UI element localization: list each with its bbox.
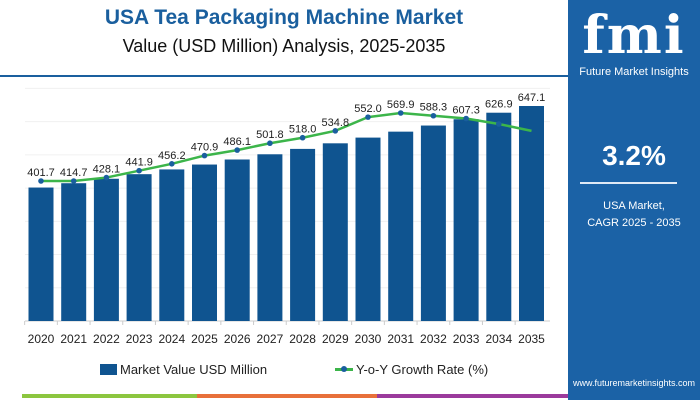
x-tick-label: 2021 bbox=[60, 332, 87, 346]
bar-2028 bbox=[290, 148, 316, 321]
bar-2026 bbox=[224, 159, 250, 321]
cagr-value: 3.2% bbox=[602, 140, 666, 171]
footer-stripe-orange bbox=[197, 394, 377, 398]
growth-marker-2026 bbox=[234, 147, 240, 153]
bar-2021 bbox=[61, 183, 87, 321]
cagr-caption: USA Market, CAGR 2025 - 2035 bbox=[568, 198, 700, 232]
data-label-2035: 647.1 bbox=[518, 92, 546, 104]
data-label-2021: 414.7 bbox=[60, 167, 88, 179]
growth-marker-2033 bbox=[463, 115, 469, 122]
sidebar-panel: fmi Future Market Insights 3.2% USA Mark… bbox=[568, 0, 700, 400]
chart-plot: 2020 2021 2022 2023 2024 2025 2026 2027 2028 2029… bbox=[24, 87, 550, 346]
website-link[interactable]: www.futuremarketinsights.com bbox=[572, 378, 696, 388]
x-tick-label: 2026 bbox=[224, 332, 251, 346]
market-label: USA Market, bbox=[603, 200, 665, 212]
growth-marker-2029 bbox=[332, 128, 339, 134]
legend-bar-swatch bbox=[100, 364, 117, 375]
bar-2035 bbox=[519, 106, 544, 321]
bar-2020 bbox=[28, 187, 54, 321]
data-label-2026: 486.1 bbox=[223, 136, 251, 148]
growth-marker-2034 bbox=[496, 121, 502, 127]
growth-marker-2023 bbox=[136, 167, 142, 174]
x-tick-label: 2022 bbox=[93, 332, 120, 346]
data-label-2034: 626.9 bbox=[485, 99, 513, 111]
footer-stripe-green bbox=[22, 394, 197, 398]
bar-2027 bbox=[257, 154, 283, 321]
x-tick-label: 2035 bbox=[518, 332, 545, 346]
brand-name: Future Market Insights bbox=[579, 66, 689, 78]
divider bbox=[0, 75, 568, 77]
fmi-logo: fmi bbox=[582, 5, 686, 66]
legend-line-swatch bbox=[335, 366, 353, 372]
data-label-2030: 552.0 bbox=[354, 103, 382, 115]
data-label-2024: 456.2 bbox=[158, 150, 186, 162]
growth-marker-2020 bbox=[38, 178, 44, 184]
growth-marker-2028 bbox=[299, 134, 306, 141]
x-tick-label: 2024 bbox=[158, 332, 185, 346]
bar-2022 bbox=[93, 178, 119, 321]
data-label-2028: 518.0 bbox=[289, 124, 317, 136]
bar-2033 bbox=[453, 119, 479, 322]
data-label-2031: 569.9 bbox=[387, 99, 415, 111]
growth-marker-2022 bbox=[103, 174, 110, 181]
data-label-2033: 607.3 bbox=[452, 104, 480, 116]
x-tick-label: 2027 bbox=[257, 332, 284, 346]
cagr-period-label: CAGR 2025 - 2035 bbox=[587, 217, 681, 229]
growth-marker-2025 bbox=[201, 152, 208, 159]
data-label-2029: 534.8 bbox=[322, 117, 350, 129]
x-tick-label: 2033 bbox=[453, 332, 480, 346]
growth-marker-2024 bbox=[169, 161, 175, 167]
bar-2030 bbox=[355, 137, 381, 321]
legend-label: Market Value USD Million bbox=[120, 362, 268, 377]
x-tick-label: 2030 bbox=[355, 332, 382, 346]
data-label-2023: 441.9 bbox=[125, 157, 153, 169]
growth-marker-2030 bbox=[365, 114, 371, 120]
legend-item-growth: Y-o-Y Growth Rate (%) bbox=[335, 362, 488, 377]
data-label-2022: 428.1 bbox=[93, 164, 121, 176]
x-tick-label: 2023 bbox=[126, 332, 153, 346]
bar-2024 bbox=[159, 169, 185, 321]
divider bbox=[580, 182, 677, 184]
bar-2023 bbox=[126, 174, 152, 321]
legend-item-market-value: Market Value USD Million bbox=[100, 362, 267, 377]
x-tick-label: 2025 bbox=[191, 332, 218, 346]
x-tick-label: 2032 bbox=[420, 332, 447, 346]
x-tick-label: 2029 bbox=[322, 332, 349, 346]
growth-marker-2027 bbox=[267, 140, 273, 147]
chart-title: USA Tea Packaging Machine Market bbox=[104, 6, 464, 29]
x-tick-label: 2034 bbox=[485, 332, 512, 346]
data-label-2020: 401.7 bbox=[27, 167, 55, 179]
bar-2031 bbox=[388, 131, 414, 321]
chart-subtitle: Value (USD Million) Analysis, 2025-2035 bbox=[122, 36, 446, 56]
data-label-2025: 470.9 bbox=[191, 142, 219, 154]
x-tick-label: 2031 bbox=[387, 332, 414, 346]
growth-marker-2031 bbox=[397, 110, 404, 116]
footer-stripe-purple bbox=[377, 394, 568, 398]
x-tick-label: 2020 bbox=[28, 332, 55, 346]
growth-marker-2032 bbox=[430, 112, 437, 119]
growth-marker-2021 bbox=[70, 178, 77, 184]
growth-line bbox=[41, 111, 532, 183]
bar-2029 bbox=[322, 143, 348, 321]
data-label-2032: 588.3 bbox=[420, 102, 448, 114]
legend-label: Y-o-Y Growth Rate (%) bbox=[356, 362, 489, 377]
bar-2032 bbox=[420, 125, 446, 321]
data-label-2027: 501.8 bbox=[256, 129, 284, 141]
bar-2034 bbox=[486, 112, 512, 321]
bar-2025 bbox=[192, 164, 217, 321]
x-tick-label: 2028 bbox=[289, 332, 316, 346]
